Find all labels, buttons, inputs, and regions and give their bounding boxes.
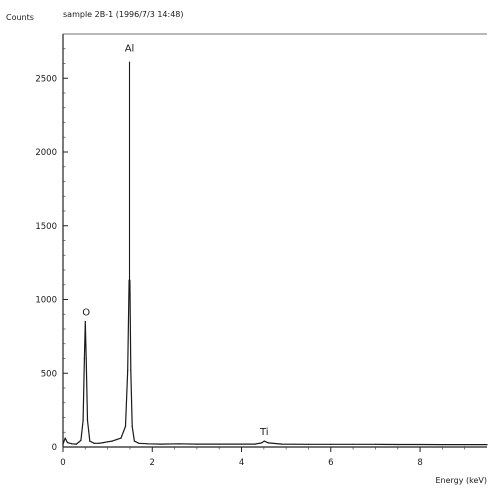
spectrum-point xyxy=(111,440,113,442)
spectrum-point xyxy=(98,442,100,444)
spectrum-point xyxy=(397,443,399,446)
spectrum-point xyxy=(330,443,332,445)
spectrum-point xyxy=(254,443,256,445)
spectrum-point xyxy=(82,419,84,421)
spectrum-point xyxy=(196,443,198,445)
spectrum-point xyxy=(374,443,376,445)
spectrum-point xyxy=(263,440,265,442)
spectrum-point xyxy=(240,443,243,445)
spectrum-point xyxy=(66,442,69,444)
peak-label: Ti xyxy=(259,427,269,438)
spectrum-point xyxy=(116,439,118,441)
y-tick-label: 1500 xyxy=(35,222,57,232)
spectrum-point xyxy=(133,440,135,442)
y-axis: 0 500 1000 1500 2000 2500 xyxy=(35,48,68,453)
spectrum-point xyxy=(352,443,354,445)
spectrum-point xyxy=(147,443,149,445)
spectrum-point xyxy=(267,442,269,444)
spectrum-point xyxy=(64,437,66,439)
peak-label: Al xyxy=(125,44,135,55)
x-tick-label: 4 xyxy=(239,458,244,468)
peak-label: O xyxy=(82,308,90,319)
spectrum-point xyxy=(80,439,82,441)
spectrum-point xyxy=(218,443,220,445)
series-layer xyxy=(62,279,488,446)
spectrum-point xyxy=(178,443,180,445)
spectrum-point xyxy=(441,444,443,446)
spectrum-line xyxy=(62,279,487,446)
x-tick-label: 0 xyxy=(60,458,65,468)
spectrum-point xyxy=(120,437,122,439)
y-tick-label: 0 xyxy=(52,443,57,453)
spectrum-point xyxy=(261,442,263,444)
x-tick-label: 8 xyxy=(417,458,422,468)
spectrum-point xyxy=(307,443,310,445)
spectrum-point xyxy=(62,443,64,445)
spectrum-point xyxy=(281,443,283,445)
spectrum-point xyxy=(486,444,488,446)
x-tick-label: 6 xyxy=(328,458,333,468)
peak-labels: O Al Ti xyxy=(82,44,268,439)
spectrum-point xyxy=(89,440,91,442)
spectrum-point xyxy=(93,442,95,444)
spectrum-point xyxy=(464,444,466,446)
y-tick-label: 2500 xyxy=(35,74,57,84)
spectrum-point xyxy=(419,443,421,446)
spectrum-point xyxy=(131,425,133,427)
x-axis-label: Energy (keV) xyxy=(435,476,487,485)
spectrum-point xyxy=(138,442,140,444)
spectrum-point xyxy=(84,321,86,323)
spectrum-point xyxy=(71,443,73,445)
spectrum-point xyxy=(86,419,89,421)
y-tick-label: 2000 xyxy=(35,148,57,158)
spectrum-point xyxy=(83,357,85,360)
spectrum-point xyxy=(130,369,132,371)
y-tick-label: 1000 xyxy=(35,296,57,306)
spectrum-point xyxy=(85,357,87,360)
y-tick-label: 500 xyxy=(41,369,57,379)
spectrum-point xyxy=(102,442,104,444)
spectrum-point xyxy=(107,441,109,443)
x-axis: 0 2 4 6 8 xyxy=(60,447,466,468)
spectrum-point xyxy=(160,443,162,445)
chart-title: sample 2B-1 (1996/7/3 14:48) xyxy=(63,10,184,19)
y-axis-unit-label: Counts xyxy=(6,13,34,22)
spectrum-point xyxy=(75,443,77,445)
spectrum-point xyxy=(127,369,129,371)
x-tick-label: 2 xyxy=(150,458,155,468)
spectrum-point xyxy=(124,425,127,427)
